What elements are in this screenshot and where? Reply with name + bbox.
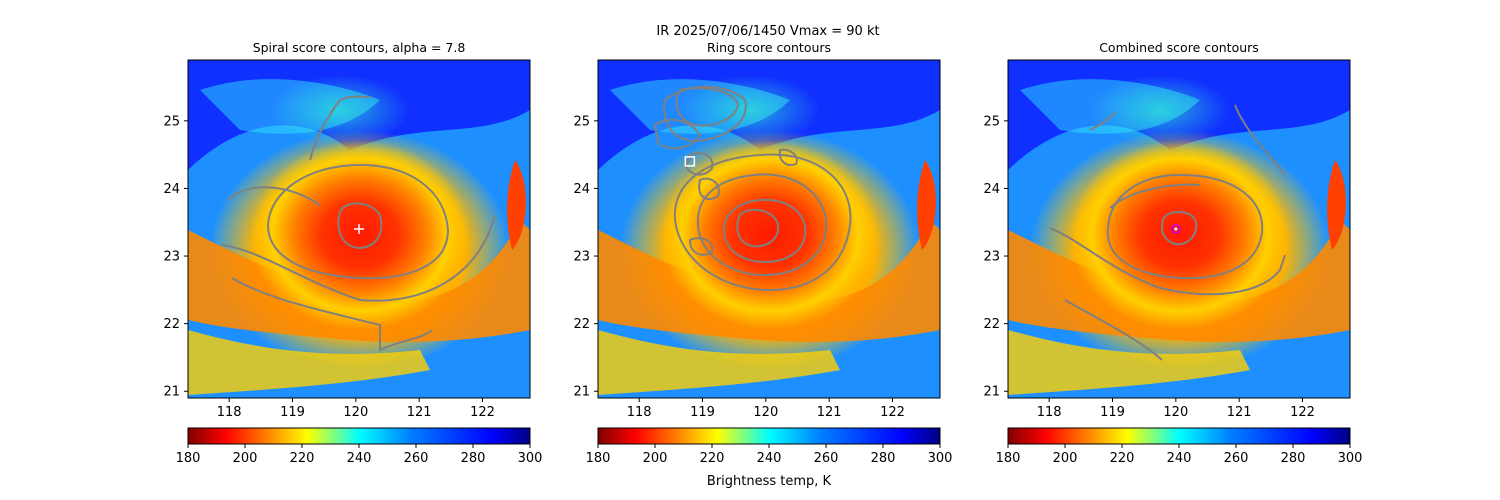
spiral-colorbar-ticks: 180 200 220 240 260 280 300 — [176, 444, 543, 466]
spiral-x-ticks: 118 119 120 121 122 — [217, 398, 495, 420]
ring-axes-frame — [597, 59, 941, 399]
ring-y-ticks: 21 22 23 24 25 — [573, 114, 598, 400]
combined-y-tick-label: 22 — [983, 317, 1000, 332]
panel-spiral: Spiral score contours, alpha = 7.8 118 11… — [163, 40, 542, 466]
combined-y-tick-label: 21 — [983, 385, 1000, 400]
spiral-x-tick-label: 121 — [407, 405, 432, 420]
ring-colorbar-tick-label: 240 — [757, 451, 782, 466]
spiral-colorbar-tick-label: 180 — [176, 451, 201, 466]
spiral-marker — [354, 224, 364, 234]
ring-panel-title: Ring score contours — [707, 40, 831, 55]
spiral-y-tick-label: 22 — [163, 317, 180, 332]
ring-colorbar-ticks: 180 200 220 240 260 280 300 — [586, 444, 953, 466]
ring-x-tick-label: 122 — [880, 405, 905, 420]
spiral-colorbar-tick-label: 280 — [461, 451, 486, 466]
ring-colorbar-tick-label: 180 — [586, 451, 611, 466]
spiral-x-tick-label: 122 — [470, 405, 495, 420]
ring-contours — [653, 85, 852, 292]
ring-x-tick-label: 120 — [753, 405, 778, 420]
spiral-colorbar-tick-label: 260 — [404, 451, 429, 466]
ring-y-tick-label: 24 — [573, 182, 590, 197]
combined-colorbar-tick-label: 280 — [1281, 451, 1306, 466]
spiral-contours — [221, 95, 496, 352]
combined-x-ticks: 118 119 120 121 122 — [1037, 398, 1315, 420]
spiral-panel-title: Spiral score contours, alpha = 7.8 — [253, 40, 466, 55]
spiral-center-marker — [354, 224, 364, 234]
spiral-axes-frame — [187, 59, 531, 399]
spiral-colorbar-tick-label: 200 — [233, 451, 258, 466]
combined-colorbar-tick-label: 220 — [1110, 451, 1135, 466]
ring-x-tick-label: 119 — [690, 405, 715, 420]
combined-colorbar — [1007, 427, 1351, 445]
spiral-y-tick-label: 24 — [163, 182, 180, 197]
combined-colorbar-ticks: 180 200 220 240 260 280 300 — [996, 444, 1363, 466]
combined-x-tick-label: 119 — [1100, 405, 1125, 420]
combined-colorbar-tick-label: 300 — [1338, 451, 1363, 466]
ring-x-tick-label: 121 — [817, 405, 842, 420]
spiral-y-ticks: 21 22 23 24 25 — [163, 114, 188, 400]
panel-ring: Ring score contours 118 119 — [573, 40, 952, 489]
spiral-colorbar-tick-label: 240 — [347, 451, 372, 466]
spiral-x-tick-label: 118 — [217, 405, 242, 420]
combined-x-tick-label: 122 — [1290, 405, 1315, 420]
ring-y-tick-label: 21 — [573, 385, 590, 400]
spiral-colorbar-tick-label: 300 — [518, 451, 543, 466]
spiral-ir-image — [188, 60, 530, 398]
ring-center-marker — [684, 156, 696, 167]
spiral-x-tick-label: 120 — [343, 405, 368, 420]
ring-marker — [684, 156, 696, 167]
ring-colorbar-tick-label: 300 — [928, 451, 953, 466]
combined-colorbar-tick-label: 240 — [1167, 451, 1192, 466]
combined-colorbar-tick-label: 260 — [1224, 451, 1249, 466]
spiral-y-tick-label: 25 — [163, 114, 180, 129]
combined-panel-title: Combined score contours — [1099, 40, 1259, 55]
spiral-y-tick-label: 23 — [163, 250, 180, 265]
combined-axes-frame — [1007, 59, 1351, 399]
ring-y-tick-label: 25 — [573, 114, 590, 129]
ring-y-tick-label: 23 — [573, 250, 590, 265]
ring-colorbar-tick-label: 220 — [700, 451, 725, 466]
combined-contours — [1049, 104, 1286, 361]
combined-colorbar-tick-label: 180 — [996, 451, 1021, 466]
spiral-x-tick-label: 119 — [280, 405, 305, 420]
combined-y-tick-label: 24 — [983, 182, 1000, 197]
figure-title: IR 2025/07/06/1450 Vmax = 90 kt — [656, 24, 879, 39]
ring-colorbar-tick-label: 280 — [871, 451, 896, 466]
combined-y-tick-label: 23 — [983, 250, 1000, 265]
panel-combined: Combined score contours 118 119 120 121 122 … — [983, 40, 1362, 466]
combined-y-ticks: 21 22 23 24 25 — [983, 114, 1008, 400]
spiral-colorbar-tick-label: 220 — [290, 451, 315, 466]
ring-x-ticks: 118 119 120 121 122 — [627, 398, 905, 420]
ring-ir-image — [598, 60, 940, 398]
ring-colorbar — [597, 427, 941, 445]
combined-x-tick-label: 121 — [1227, 405, 1252, 420]
ring-y-tick-label: 22 — [573, 317, 590, 332]
ring-x-tick-label: 118 — [627, 405, 652, 420]
spiral-colorbar — [187, 427, 531, 445]
ring-colorbar-tick-label: 200 — [643, 451, 668, 466]
combined-marker — [1170, 224, 1181, 234]
ring-colorbar-tick-label: 260 — [814, 451, 839, 466]
combined-center-marker — [1170, 224, 1181, 234]
combined-x-tick-label: 118 — [1037, 405, 1062, 420]
spiral-y-tick-label: 21 — [163, 385, 180, 400]
combined-y-tick-label: 25 — [983, 114, 1000, 129]
combined-center-dot — [1174, 227, 1178, 231]
colorbar-label: Brightness temp, K — [707, 474, 832, 489]
combined-colorbar-tick-label: 200 — [1053, 451, 1078, 466]
combined-x-tick-label: 120 — [1163, 405, 1188, 420]
